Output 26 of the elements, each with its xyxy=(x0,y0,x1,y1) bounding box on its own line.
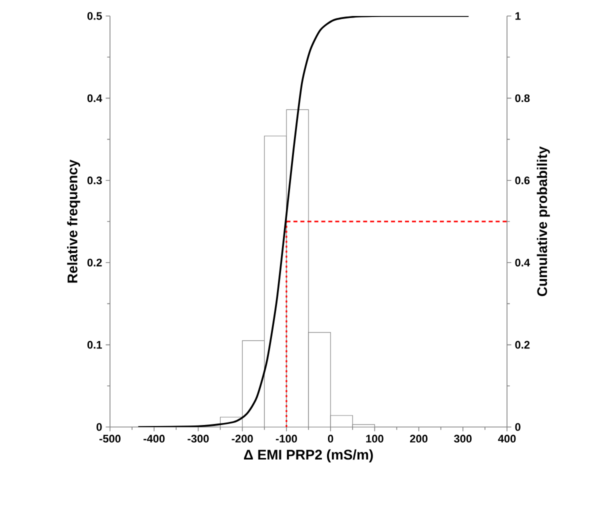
y-axis-title: Relative frequency xyxy=(67,160,80,283)
y-tick-label: 0.1 xyxy=(87,340,102,349)
y-tick-label: 0 xyxy=(96,423,102,431)
x-tick-label: -400 xyxy=(144,434,165,443)
x-tick-label: -300 xyxy=(188,434,209,443)
x-tick-label: 200 xyxy=(410,434,428,443)
y2-tick-label: 0.4 xyxy=(515,258,530,266)
x-tick-label: -500 xyxy=(99,434,121,443)
y-tick-label: 0.4 xyxy=(87,94,102,102)
x-axis-title: Δ EMI PRP2 (mS/m) xyxy=(244,449,373,462)
x-tick-label: -100 xyxy=(276,434,297,443)
y2-tick-label: 0.8 xyxy=(515,94,530,102)
y2-axis-title: Cumulative probability xyxy=(536,146,550,296)
y-tick-label: 0.3 xyxy=(87,176,102,184)
y2-tick-label: 0.6 xyxy=(515,176,530,184)
x-tick-label: 300 xyxy=(454,434,472,443)
x-tick-label: 0 xyxy=(328,434,334,443)
y2-tick-label: 1 xyxy=(515,12,521,20)
y2-tick-label: 0 xyxy=(515,423,520,431)
x-tick-label: -200 xyxy=(232,434,253,443)
x-tick-label: 100 xyxy=(366,434,384,443)
y2-tick-label: 0.2 xyxy=(515,340,530,349)
line-series xyxy=(137,16,470,427)
y-tick-label: 0.5 xyxy=(87,12,102,20)
y-tick-label: 0.2 xyxy=(87,258,102,266)
x-tick-label: 400 xyxy=(498,434,516,443)
